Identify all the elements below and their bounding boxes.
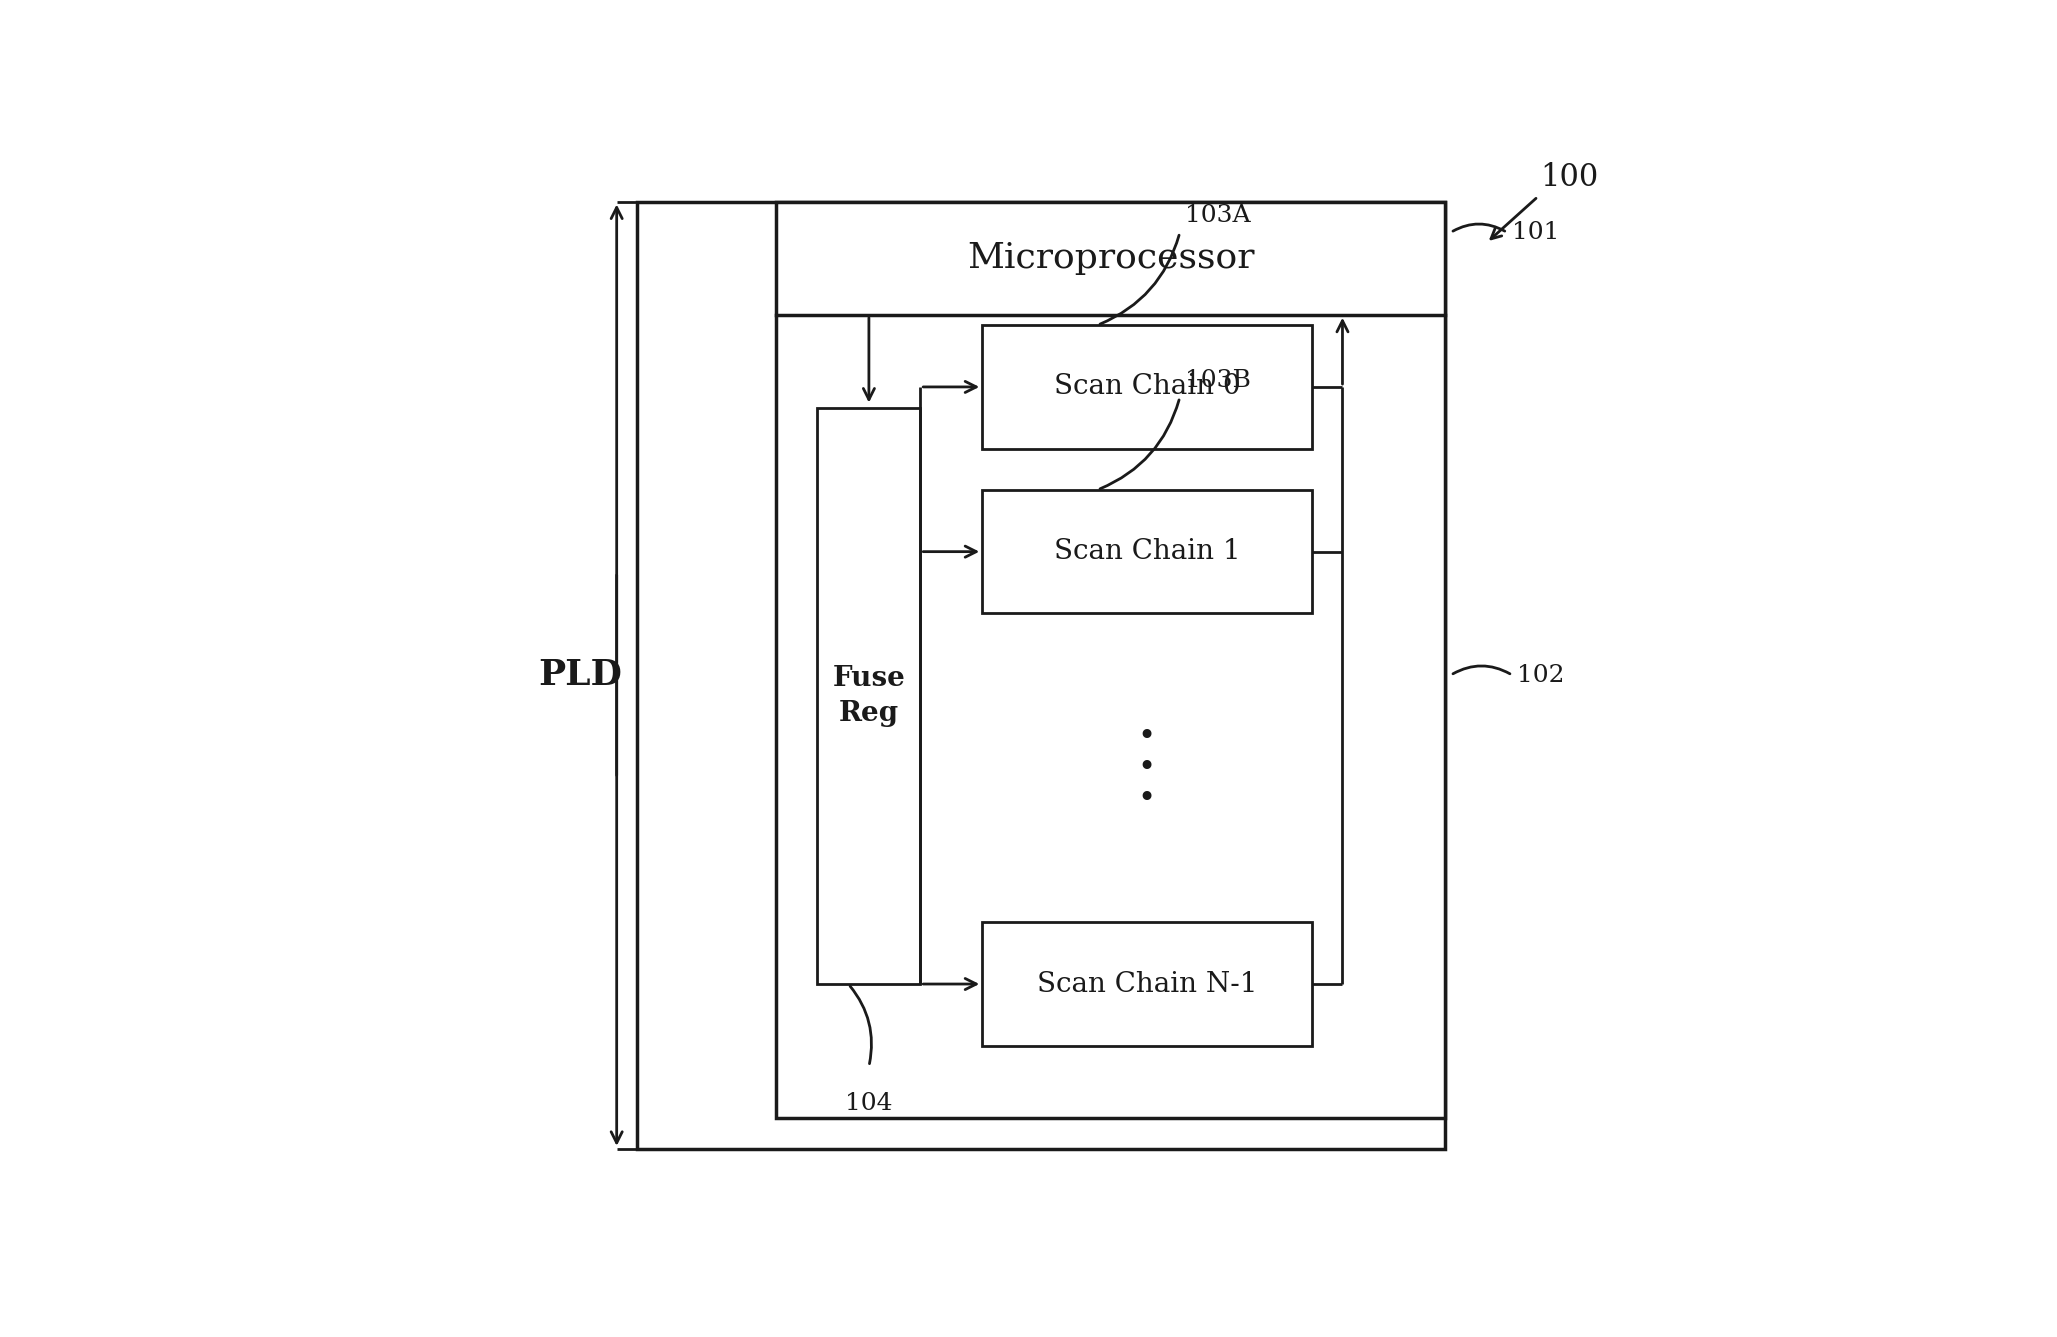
Text: Scan Chain N-1: Scan Chain N-1 [1037,971,1257,997]
Text: •: • [1138,785,1156,813]
Bar [981,325,1312,449]
Text: 100: 100 [1541,162,1598,194]
Text: PLD: PLD [539,658,623,693]
Text: 103A: 103A [1185,205,1251,227]
Text: 101: 101 [1512,221,1559,245]
Bar [817,408,919,984]
Bar [775,202,1446,1118]
Text: Scan Chain 1: Scan Chain 1 [1053,539,1240,566]
Text: Fuse
Reg: Fuse Reg [833,664,905,727]
Bar [981,489,1312,614]
Text: 103B: 103B [1185,369,1251,392]
Text: Scan Chain 0: Scan Chain 0 [1053,373,1240,400]
Bar [981,923,1312,1046]
Bar [638,202,1446,1148]
Text: •: • [1138,753,1156,782]
Text: Microprocessor: Microprocessor [967,241,1255,275]
Text: 102: 102 [1518,663,1565,687]
Text: •: • [1138,722,1156,751]
Text: 104: 104 [845,1092,893,1115]
